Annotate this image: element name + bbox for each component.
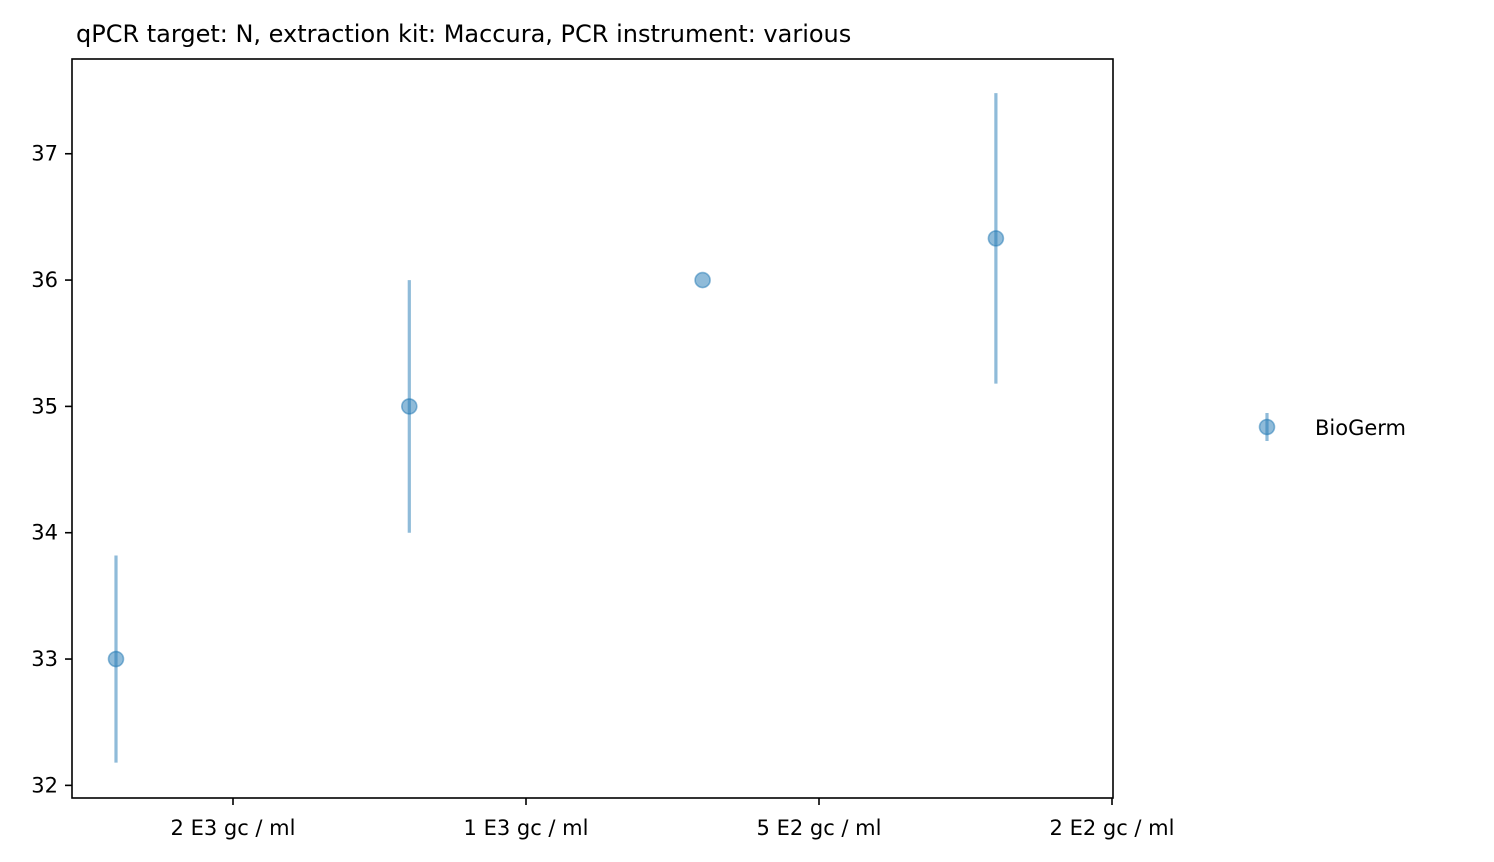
data-point-0-2: [694, 271, 711, 289]
plot-frame: [71, 58, 1114, 799]
data-point-0-0: [107, 650, 125, 668]
legend-marker-0: [1258, 418, 1276, 436]
y-tick-label-3: 35: [31, 394, 58, 418]
y-tick-label-4: 36: [31, 268, 58, 292]
x-tick-label-2: 5 E2 gc / ml: [757, 816, 882, 840]
chart-title: qPCR target: N, extraction kit: Maccura,…: [76, 20, 851, 48]
y-tick-label-5: 37: [31, 142, 58, 166]
y-tick-label-0: 32: [31, 773, 58, 797]
x-tick-label-0: 2 E3 gc / ml: [171, 816, 296, 840]
data-point-0-3: [987, 230, 1005, 247]
plot-marks: [107, 93, 1005, 763]
x-tick-label-3: 2 E2 gc / ml: [1050, 816, 1175, 840]
legend-label-0: BioGerm: [1315, 416, 1406, 440]
data-point-0-1: [400, 398, 418, 415]
y-tick-label-1: 33: [31, 647, 58, 671]
legend: BioGerm: [1258, 413, 1406, 441]
x-axis: 2 E3 gc / ml 1 E3 gc / ml 5 E2 gc / ml 2 E2…: [171, 798, 1175, 840]
y-tick-label-2: 34: [31, 521, 58, 545]
y-axis: 32 33 34 35 36 37: [31, 142, 72, 797]
x-tick-label-1: 1 E3 gc / ml: [464, 816, 589, 840]
